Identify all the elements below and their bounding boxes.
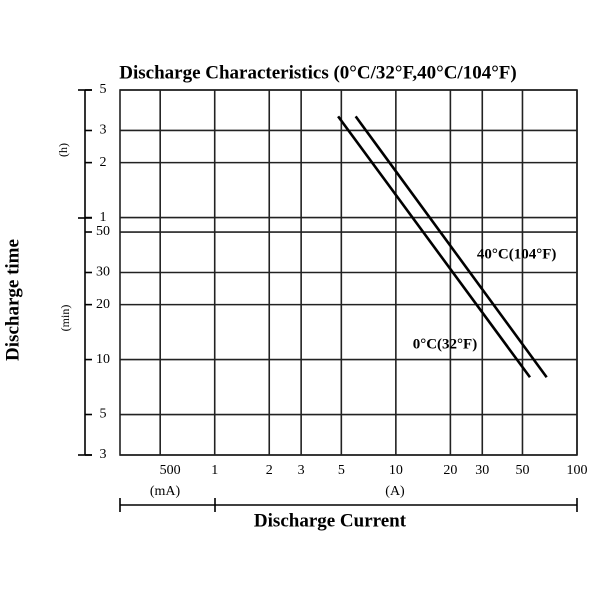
x-tick-label: 20 xyxy=(443,463,457,478)
x-axis-label: Discharge Current xyxy=(254,510,407,531)
y-tick-label: 5 xyxy=(100,82,107,97)
y-tick-label: 20 xyxy=(96,297,110,312)
x-tick-label: 100 xyxy=(567,463,588,478)
y-tick-label: 2 xyxy=(100,155,107,170)
x-tick-label: 1 xyxy=(211,463,218,478)
y-tick-label: 3 xyxy=(100,123,107,138)
series-line xyxy=(337,115,532,379)
series-line xyxy=(354,115,548,379)
y-tick-label: 3 xyxy=(100,447,107,462)
x-bracket xyxy=(119,498,578,512)
y-axis-label: Discharge time xyxy=(2,239,23,361)
x-tick-label: 500 xyxy=(160,463,181,478)
series-label: 40°C(104°F) xyxy=(477,247,556,263)
y-tick-label: 30 xyxy=(96,265,110,280)
y-tick-label: 5 xyxy=(100,407,107,422)
x-unit: (A) xyxy=(385,484,405,499)
y-tick-label: 10 xyxy=(96,352,110,367)
x-unit: (mA) xyxy=(150,484,181,499)
x-tick-label: 30 xyxy=(475,463,489,478)
y-tick-label: 50 xyxy=(96,224,110,239)
x-tick-label: 5 xyxy=(338,463,345,478)
chart-title: Discharge Characteristics (0°C/32°F,40°C… xyxy=(119,62,516,83)
y-unit: (min) xyxy=(58,305,72,332)
x-tick-label: 2 xyxy=(266,463,273,478)
x-tick-label: 10 xyxy=(389,463,403,478)
x-tick-label: 50 xyxy=(515,463,529,478)
x-tick-label: 3 xyxy=(298,463,305,478)
y-unit: (h) xyxy=(56,143,70,157)
y-tick-label: 1 xyxy=(100,210,107,225)
series-label: 0°C(32°F) xyxy=(413,337,477,353)
